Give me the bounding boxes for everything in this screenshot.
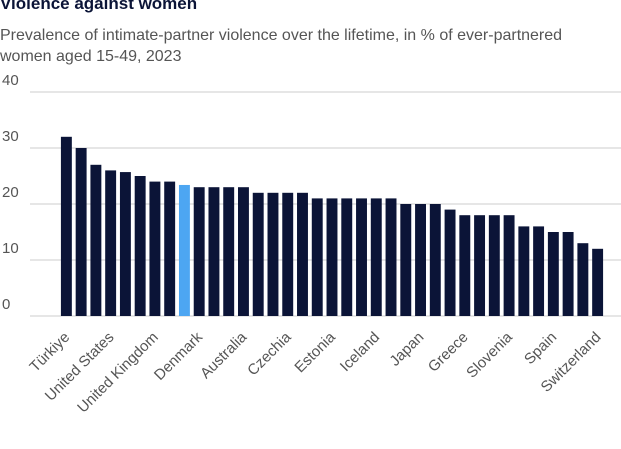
x-tick-label: Japan [386, 329, 427, 370]
bar [592, 248, 604, 316]
bar [503, 215, 515, 316]
bar [444, 209, 456, 316]
x-tick-label: Slovenia [463, 328, 516, 381]
bar [282, 192, 294, 316]
chart-title: Violence against women [0, 0, 198, 13]
bar [297, 192, 308, 316]
x-tick-label: Denmark [151, 328, 206, 383]
bar [193, 187, 205, 316]
bar [488, 215, 500, 316]
bar [518, 226, 530, 316]
x-tick-label: Estonia [291, 328, 339, 376]
y-tick-label: 0 [2, 296, 10, 313]
bar [415, 204, 427, 316]
x-tick-label: Spain [521, 329, 560, 368]
bar [60, 136, 72, 316]
bar [370, 198, 382, 316]
bar [385, 198, 397, 316]
bar [208, 187, 220, 316]
bar [533, 226, 545, 316]
x-tick-label: Czechia [244, 328, 295, 379]
x-tick-label: Iceland [337, 329, 383, 375]
bar [459, 215, 471, 316]
bar [164, 181, 176, 316]
bar [119, 172, 131, 316]
bar [429, 204, 441, 316]
bar [178, 184, 190, 316]
bar [223, 187, 235, 316]
y-tick-label: 30 [2, 128, 19, 145]
bar [356, 198, 367, 316]
bar [105, 170, 117, 316]
x-tick-label: United Kingdom [74, 329, 161, 416]
bar [577, 243, 589, 316]
bar [252, 192, 264, 316]
bar [311, 198, 323, 316]
bar [267, 192, 279, 316]
bar [90, 164, 102, 316]
chart-subtitle: Prevalence of intimate-partner violence … [0, 27, 563, 65]
bar [134, 176, 146, 316]
bar [237, 187, 249, 316]
bar [562, 232, 574, 316]
bar [326, 198, 338, 316]
bar [474, 215, 486, 316]
x-tick-label: Australia [197, 328, 251, 382]
bar [149, 181, 161, 316]
bar [75, 148, 87, 316]
bar [341, 198, 353, 316]
bar [547, 232, 559, 316]
y-tick-label: 20 [2, 184, 19, 201]
y-tick-label: 10 [2, 240, 19, 257]
bar [400, 204, 412, 316]
y-tick-label: 40 [2, 72, 19, 89]
